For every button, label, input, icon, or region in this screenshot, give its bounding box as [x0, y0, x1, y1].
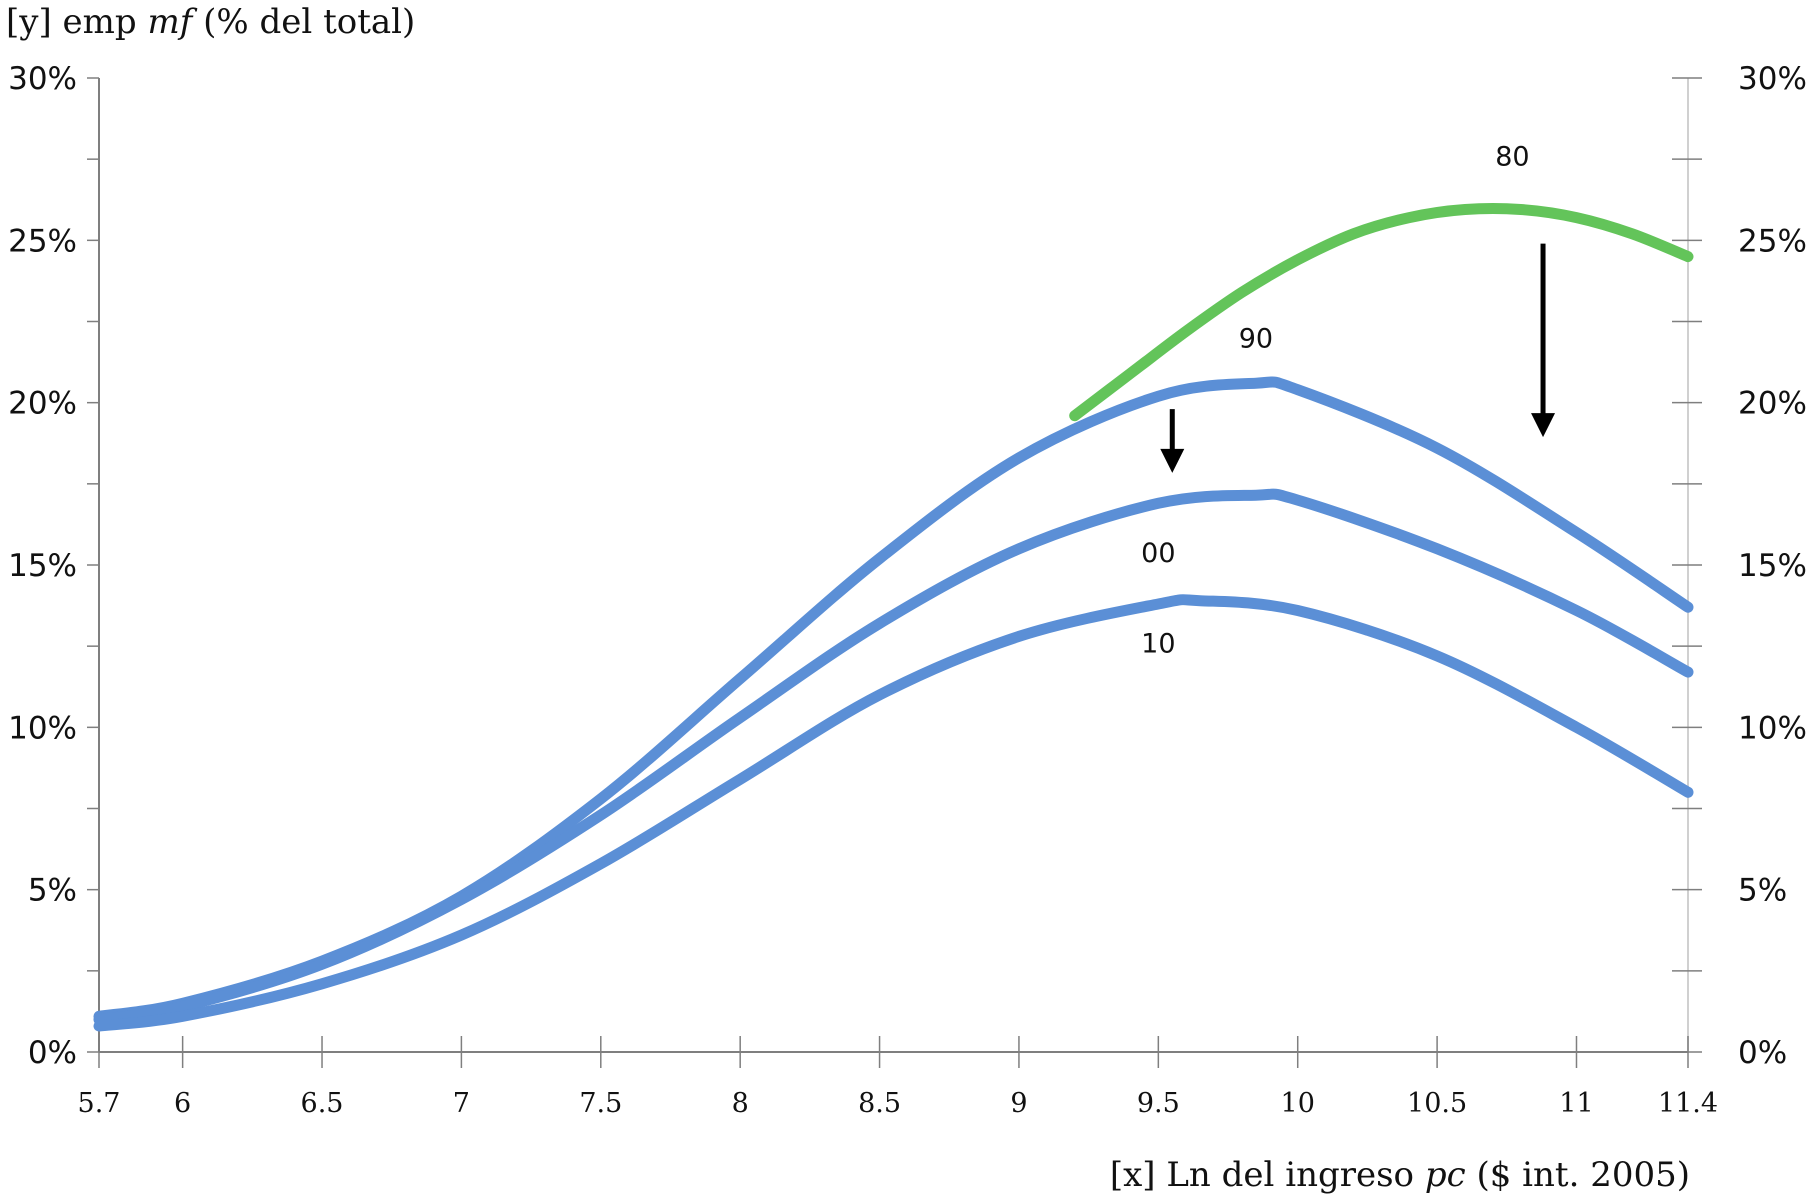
- x-axis-label-suffix: ($ int. 2005): [1466, 1155, 1690, 1195]
- arrow-annotation: [1531, 243, 1556, 438]
- y-axis-label-prefix: [y] emp: [6, 2, 147, 42]
- tick-marks: [87, 77, 1702, 1068]
- x-tick-label: 10: [1281, 1088, 1315, 1119]
- y-tick-label-left: 0%: [28, 1035, 77, 1071]
- x-tick-label: 7: [453, 1088, 470, 1119]
- y-tick-label-left: 10%: [8, 710, 77, 746]
- y-tick-label-right: 15%: [1738, 548, 1807, 584]
- arrow-head: [1531, 413, 1556, 438]
- x-tick-label: 9: [1010, 1088, 1027, 1119]
- x-tick-label: 10.5: [1407, 1088, 1467, 1119]
- y-tick-label-right: 20%: [1738, 386, 1807, 422]
- series-line-80: [1069, 202, 1694, 422]
- arrow-annotation: [1160, 409, 1185, 473]
- y-axis-label-suffix: (% del total): [192, 2, 415, 42]
- series-label-00: 00: [1141, 538, 1175, 569]
- x-axis-label-italic: pc: [1425, 1155, 1466, 1195]
- series-line-00: [93, 488, 1694, 1025]
- y-tick-label-left: 30%: [8, 61, 77, 97]
- x-tick-label: 8: [732, 1088, 749, 1119]
- y-axis-label: [y] emp mf (% del total): [6, 2, 415, 42]
- x-axis-label-prefix: [x] Ln del ingreso: [1110, 1155, 1425, 1195]
- x-tick-label: 11.4: [1658, 1088, 1718, 1119]
- y-tick-label-right: 30%: [1738, 61, 1807, 97]
- x-tick-label: 11: [1559, 1088, 1593, 1119]
- y-tick-label-right: 0%: [1738, 1035, 1787, 1071]
- series-label-80: 80: [1495, 142, 1529, 173]
- x-axis-label: [x] Ln del ingreso pc ($ int. 2005): [1110, 1155, 1690, 1195]
- x-tick-label: 6: [174, 1088, 191, 1119]
- arrow-head: [1160, 448, 1185, 473]
- series-label-90: 90: [1239, 323, 1273, 354]
- y-tick-label-left: 5%: [28, 873, 77, 909]
- text-layer: 0% 0% 5% 5% 10% 10% 15% 15% 20% 20% 25% 25% 30% 30% 5.…: [8, 61, 1807, 1119]
- y-tick-label-right: 10%: [1738, 710, 1807, 746]
- series-line-90: [93, 376, 1694, 1022]
- y-tick-label-right: 5%: [1738, 873, 1787, 909]
- x-tick-label: 9.5: [1137, 1088, 1180, 1119]
- x-tick-label: 5.7: [78, 1088, 121, 1119]
- y-tick-label-left: 15%: [8, 548, 77, 584]
- series-layer: [93, 202, 1694, 1032]
- x-tick-label: 6.5: [301, 1088, 344, 1119]
- y-tick-label-left: 25%: [8, 223, 77, 259]
- y-axis-label-italic: mf: [147, 2, 197, 42]
- y-tick-label-left: 20%: [8, 386, 77, 422]
- series-label-10: 10: [1141, 629, 1175, 660]
- annotation-layer: [1160, 243, 1556, 473]
- y-tick-label-right: 25%: [1738, 223, 1807, 259]
- series-line-10: [93, 594, 1694, 1032]
- x-tick-label: 8.5: [858, 1088, 901, 1119]
- x-tick-label: 7.5: [579, 1088, 622, 1119]
- axes: [98, 78, 1689, 1053]
